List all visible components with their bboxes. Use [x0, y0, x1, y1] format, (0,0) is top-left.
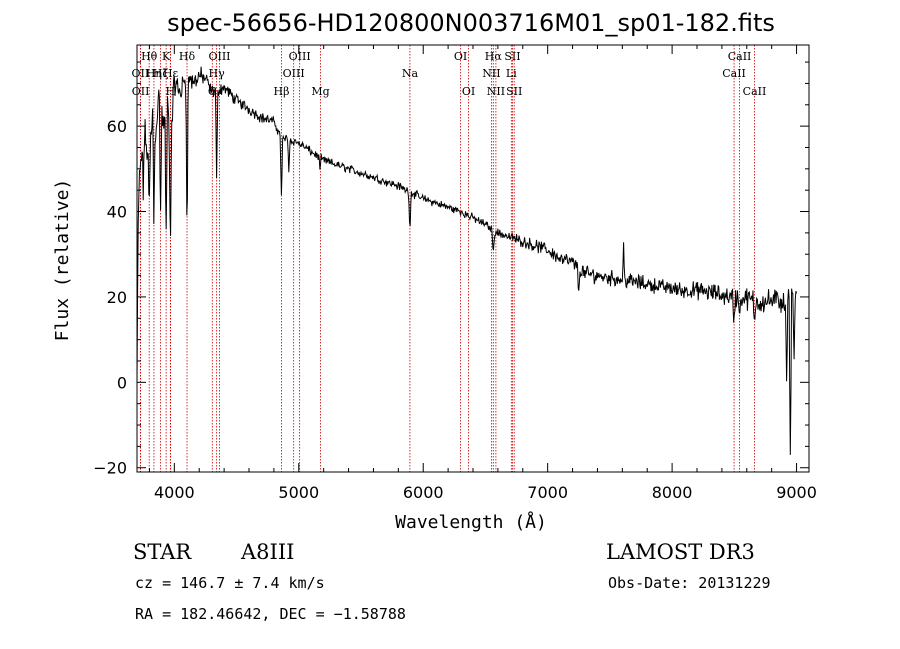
ra-dec-coordinates: RA = 182.46642, DEC = −1.58788 — [135, 605, 406, 623]
spectrum-line — [136, 66, 798, 455]
line-label: H — [166, 85, 176, 98]
line-label: Hθ — [141, 50, 158, 63]
line-label: OIII — [283, 67, 305, 80]
line-label: Li — [506, 67, 517, 80]
y-axis-label: Flux (relative) — [52, 179, 73, 342]
line-label: OII — [132, 85, 150, 98]
y-tick-label: −20 — [93, 459, 127, 478]
line-label: Hε — [163, 67, 179, 80]
y-axis-ticks: −20 0 20 40 60 — [93, 61, 809, 478]
x-tick-label: 6000 — [403, 483, 444, 502]
line-label: CaII — [722, 67, 746, 80]
line-label: Hδ — [179, 50, 196, 63]
plot-frame — [136, 44, 810, 473]
line-label: OIII — [289, 50, 311, 63]
line-label: Hα — [485, 50, 503, 63]
line-label: SII — [506, 85, 522, 98]
line-label: OI — [462, 85, 475, 98]
line-label: SII — [504, 50, 520, 63]
line-label: NII — [482, 67, 500, 80]
line-label: OII — [132, 67, 150, 80]
x-axis-label: Wavelength (Å) — [395, 511, 547, 533]
spectrum-series — [136, 66, 798, 455]
observation-date: Obs-Date: 20131229 — [608, 574, 771, 592]
x-axis-ticks: 4000 5000 6000 7000 8000 9000 — [148, 45, 817, 502]
x-tick-label: 9000 — [776, 483, 817, 502]
y-tick-label: 0 — [117, 373, 127, 392]
line-label: OI — [454, 50, 467, 63]
y-tick-label: 60 — [107, 117, 127, 136]
line-label: Hβ — [274, 85, 290, 98]
object-subclass: A8III — [240, 540, 294, 564]
line-label: Hγ — [209, 67, 226, 80]
survey-name: LAMOST DR3 — [606, 540, 755, 564]
line-label: K — [162, 50, 171, 63]
x-tick-label: 4000 — [154, 483, 195, 502]
line-label: CaII — [743, 85, 767, 98]
object-class: STAR — [133, 540, 192, 564]
line-label: Hζ — [153, 67, 169, 80]
y-tick-label: 20 — [107, 288, 127, 307]
line-label: Mg — [311, 85, 329, 98]
line-label: Na — [402, 67, 419, 80]
line-label: CaII — [728, 50, 752, 63]
line-label: Hη — [146, 67, 162, 80]
redshift-velocity: cz = 146.7 ± 7.4 km/s — [135, 574, 325, 592]
line-label: NII — [487, 85, 505, 98]
emission-line-markers — [139, 45, 755, 472]
line-label: G — [208, 85, 217, 98]
x-tick-label: 8000 — [652, 483, 693, 502]
x-tick-label: 5000 — [278, 483, 319, 502]
x-tick-label: 7000 — [527, 483, 568, 502]
line-label: OIII — [208, 50, 230, 63]
y-tick-label: 40 — [107, 203, 127, 222]
chart-title: spec-56656-HD120800N003716M01_sp01-182.f… — [167, 9, 775, 37]
